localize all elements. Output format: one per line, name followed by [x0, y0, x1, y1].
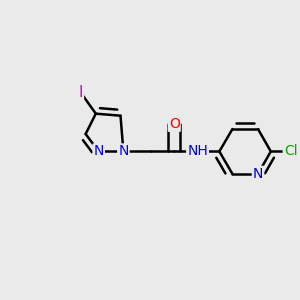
Text: O: O [169, 117, 180, 131]
Text: N: N [253, 167, 263, 181]
Text: Cl: Cl [284, 145, 297, 158]
Text: N: N [118, 145, 129, 158]
Text: I: I [78, 85, 83, 100]
Text: NH: NH [187, 145, 208, 158]
Text: N: N [94, 145, 104, 158]
